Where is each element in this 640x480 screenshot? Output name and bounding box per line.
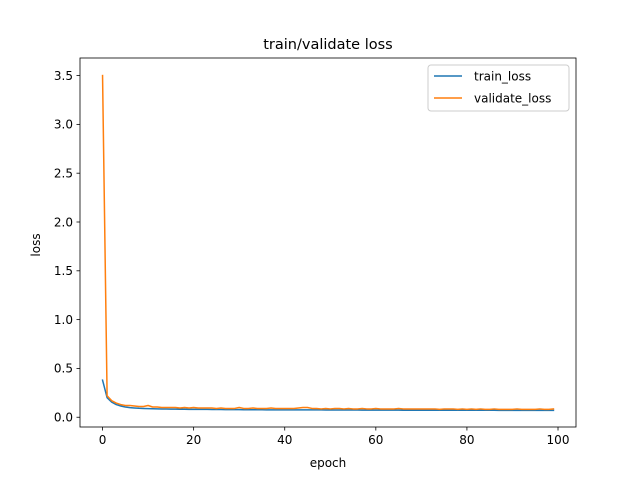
y-tick-label: 1.0 xyxy=(54,313,73,327)
y-axis-label: loss xyxy=(29,233,43,256)
chart-title: train/validate loss xyxy=(263,37,392,53)
plot-area: 0 20 40 60 80 100 0.0 0.5 1.0 1.5 2.0 2.5 3.0 3.5 trai… xyxy=(54,57,577,447)
x-tick-label: 20 xyxy=(186,433,201,447)
series-line-validate_loss xyxy=(101,74,555,411)
x-axis-label: epoch xyxy=(310,456,347,470)
legend-label: validate_loss xyxy=(474,92,551,106)
x-tick-label: 40 xyxy=(277,433,292,447)
legend-box xyxy=(427,64,570,112)
axes-frame xyxy=(79,57,577,428)
y-tick-label: 3.0 xyxy=(54,118,73,132)
y-tick-label: 2.5 xyxy=(54,166,73,180)
x-tick-label: 60 xyxy=(368,433,383,447)
y-tick-label: 0.0 xyxy=(54,411,73,425)
y-tick-label: 2.0 xyxy=(54,215,73,229)
y-tick-label: 0.5 xyxy=(54,362,73,376)
x-tick-label: 80 xyxy=(459,433,474,447)
x-tick-label: 100 xyxy=(547,433,570,447)
y-tick-label: 1.5 xyxy=(54,264,73,278)
x-tick-label: 0 xyxy=(99,433,107,447)
y-tick-label: 3.5 xyxy=(54,69,73,83)
legend-label: train_loss xyxy=(474,70,531,84)
series-line-train_loss xyxy=(101,379,555,412)
